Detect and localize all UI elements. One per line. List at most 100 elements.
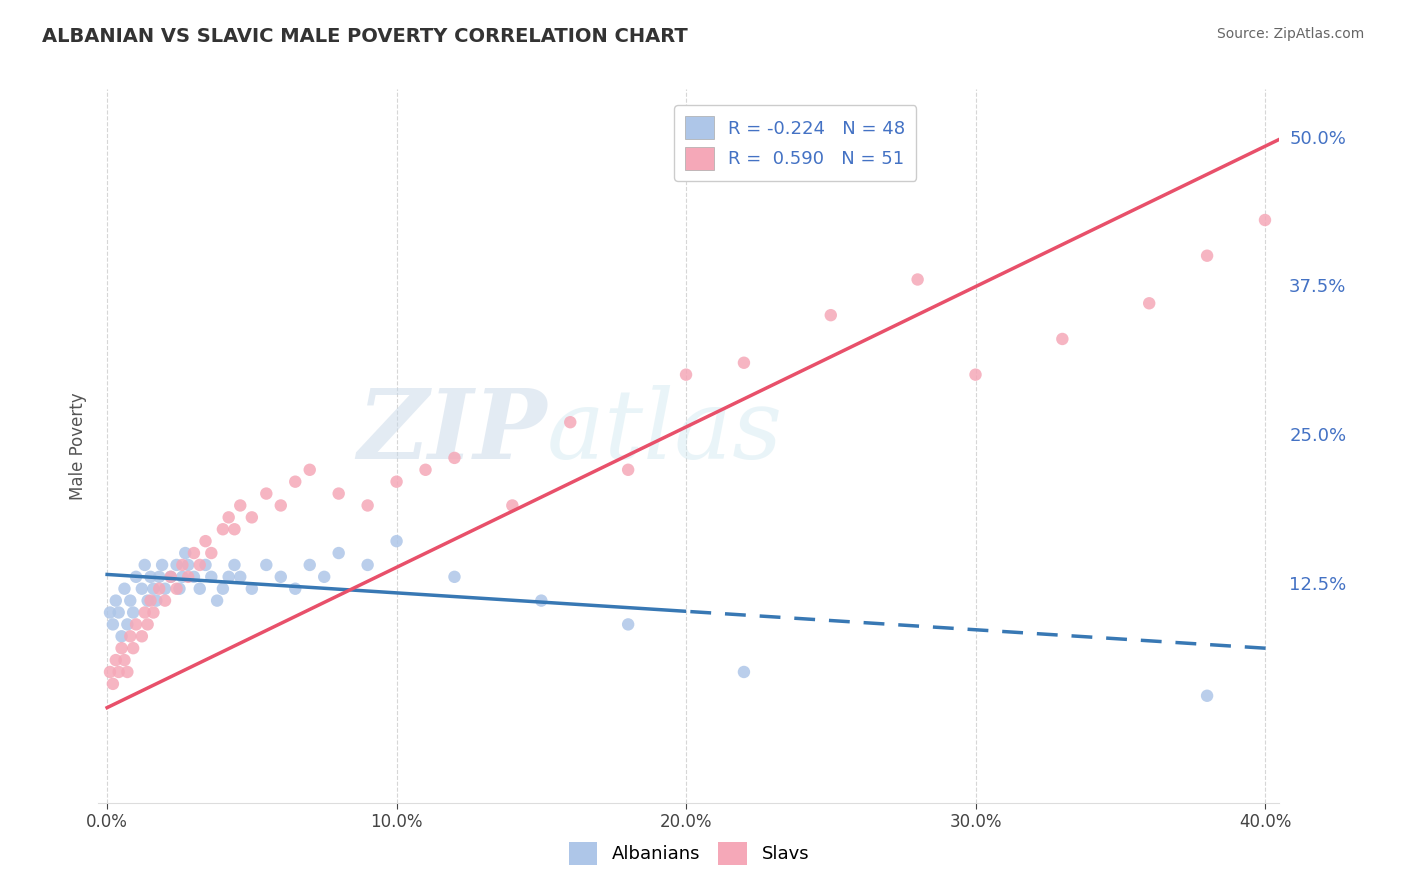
Point [200,570,222,584]
Point [229,570,252,584]
Point [104,653,127,667]
Point [298,463,321,477]
Point [675,368,697,382]
Point [328,486,350,500]
Point [142,606,165,620]
Point [530,593,553,607]
Point [159,570,181,584]
Point [110,641,132,656]
Point [159,570,181,584]
Y-axis label: Male Poverty: Male Poverty [69,392,87,500]
Point [385,534,408,549]
Point [183,570,205,584]
Point [188,582,211,596]
Point [254,486,277,500]
Point [117,665,139,679]
Point [104,593,127,607]
Text: ZIP: ZIP [357,384,547,479]
Point [205,593,228,607]
Point [188,558,211,572]
Point [443,570,465,584]
Text: atlas: atlas [547,384,783,479]
Point [356,558,378,572]
Point [131,582,153,596]
Point [101,677,124,691]
Point [134,558,156,572]
Point [117,617,139,632]
Point [177,558,200,572]
Point [98,665,121,679]
Point [134,606,156,620]
Point [1052,332,1074,346]
Point [415,463,437,477]
Point [131,629,153,643]
Point [560,415,582,429]
Point [270,499,292,513]
Point [254,558,277,572]
Point [617,617,640,632]
Point [356,499,378,513]
Point [965,368,987,382]
Text: Source: ZipAtlas.com: Source: ZipAtlas.com [1216,27,1364,41]
Point [125,570,148,584]
Point [200,546,222,560]
Point [240,582,263,596]
Point [136,593,159,607]
Point [153,582,176,596]
Point [166,582,188,596]
Point [194,558,217,572]
Point [169,582,191,596]
Point [139,570,162,584]
Point [1197,249,1219,263]
Point [114,653,136,667]
Point [284,582,307,596]
Point [224,558,246,572]
Point [110,629,132,643]
Point [1137,296,1160,310]
Point [148,582,170,596]
Point [177,570,200,584]
Point [733,665,755,679]
Point [172,558,194,572]
Point [114,582,136,596]
Point [120,629,142,643]
Point [218,510,240,524]
Point [139,593,162,607]
Point [174,546,197,560]
Point [172,570,194,584]
Point [218,570,240,584]
Point [122,641,145,656]
Point [98,606,121,620]
Point [153,593,176,607]
Point [166,558,188,572]
Point [101,617,124,632]
Point [183,546,205,560]
Point [145,593,167,607]
Point [150,558,173,572]
Point [229,499,252,513]
Point [443,450,465,465]
Point [120,593,142,607]
Point [136,617,159,632]
Point [820,308,842,322]
Point [284,475,307,489]
Legend: Albanians, Slavs: Albanians, Slavs [561,835,817,872]
Point [1197,689,1219,703]
Point [148,570,170,584]
Point [240,510,263,524]
Point [212,522,235,536]
Point [617,463,640,477]
Point [1254,213,1277,227]
Text: ALBANIAN VS SLAVIC MALE POVERTY CORRELATION CHART: ALBANIAN VS SLAVIC MALE POVERTY CORRELAT… [42,27,688,45]
Point [314,570,336,584]
Point [298,558,321,572]
Point [194,534,217,549]
Point [385,475,408,489]
Point [733,356,755,370]
Point [122,606,145,620]
Point [270,570,292,584]
Point [224,522,246,536]
Point [907,272,929,286]
Point [142,582,165,596]
Point [501,499,523,513]
